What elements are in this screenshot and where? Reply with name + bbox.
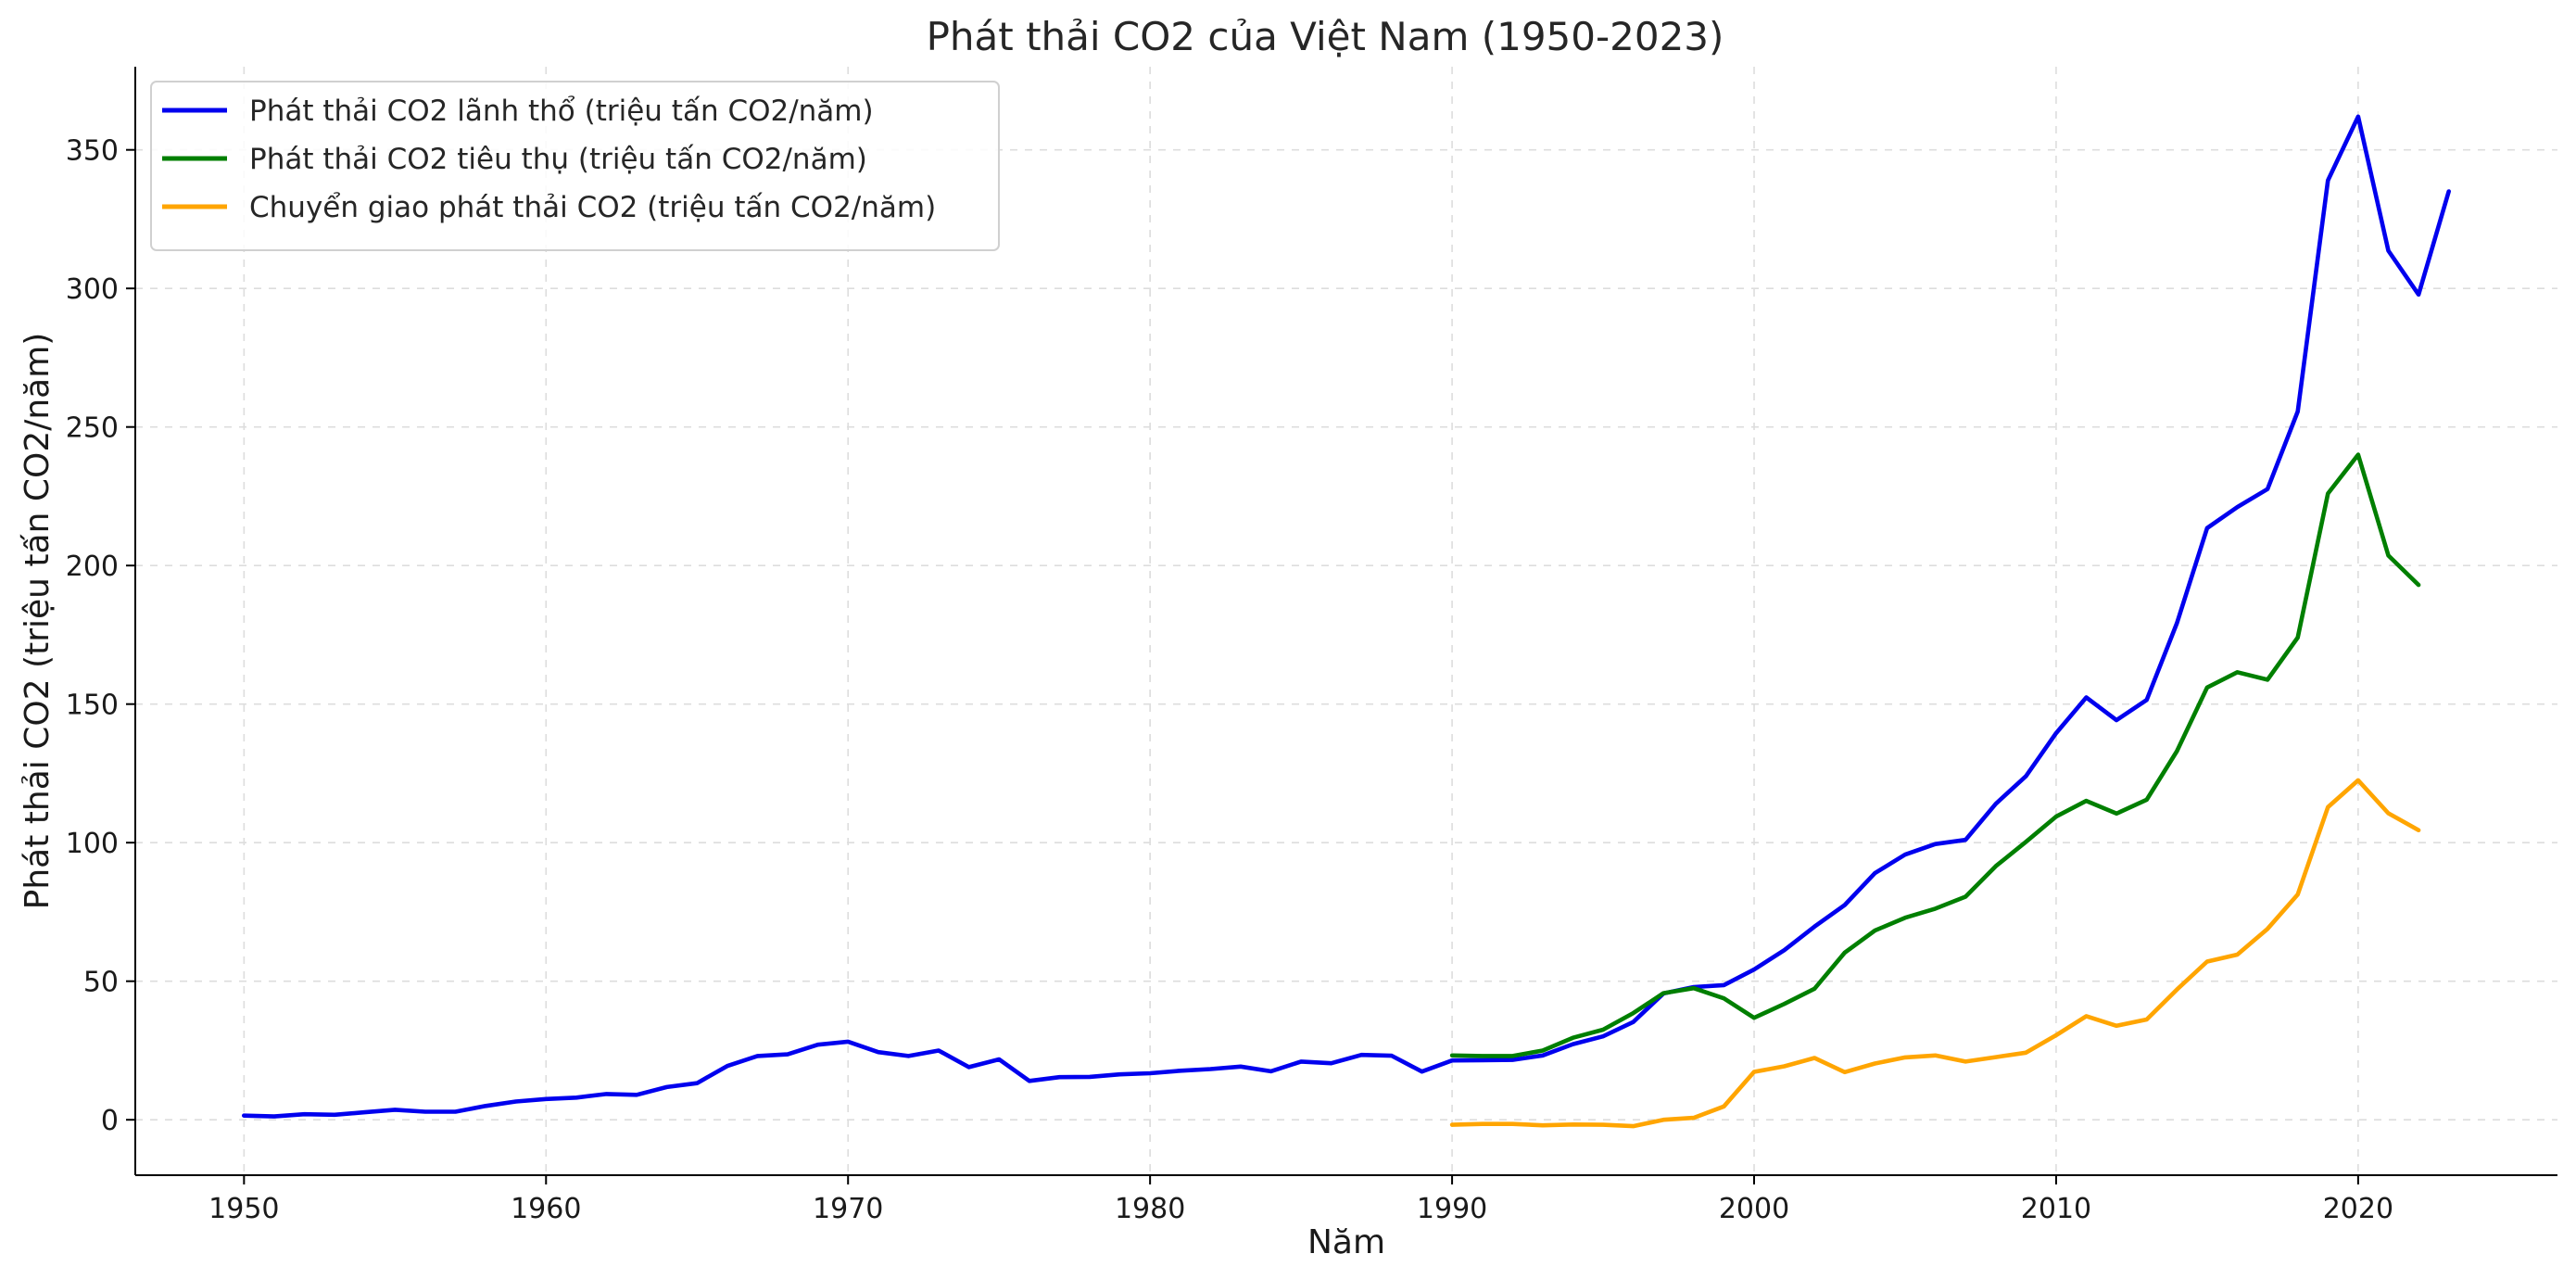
x-axis-label: Năm: [1307, 1223, 1385, 1261]
y-tick-label: 300: [66, 273, 119, 306]
y-tick-label: 350: [66, 135, 119, 168]
series-line-2: [1449, 452, 2421, 1058]
x-tick-label: 2000: [1719, 1193, 1789, 1225]
y-tick-label: 200: [66, 551, 119, 583]
y-tick-label: 100: [66, 828, 119, 860]
x-tick-label: 1990: [1417, 1193, 1487, 1225]
x-tick-label: 2020: [2323, 1193, 2393, 1225]
legend-box: [150, 81, 1000, 251]
y-ticks: 0 50 100 150 200 250 300 350: [66, 135, 135, 1137]
y-tick-label: 0: [101, 1105, 119, 1137]
series-lines: [241, 114, 2451, 1129]
x-ticks: 1950 1960 1970 1980 1990 2000 2010 2020: [208, 1175, 2393, 1225]
y-tick-label: 50: [83, 967, 119, 999]
legend: Phát thải CO2 lãnh thổ (triệu tấn CO2/nă…: [150, 81, 1000, 251]
legend-label-2: Phát thải CO2 tiêu thụ (triệu tấn CO2/nă…: [249, 143, 867, 176]
series-line-3: [1449, 778, 2421, 1129]
legend-label-3: Chuyển giao phát thải CO2 (triệu tấn CO2…: [249, 191, 936, 224]
x-tick-label: 1980: [1115, 1193, 1185, 1225]
axes: [134, 67, 2557, 1176]
series-line-1: [241, 114, 2451, 1119]
x-tick-label: 1960: [511, 1193, 581, 1225]
x-tick-label: 1950: [208, 1193, 279, 1225]
y-axis-label: Phát thải CO2 (triệu tấn CO2/năm): [19, 333, 57, 910]
chart-title: Phát thải CO2 của Việt Nam (1950-2023): [927, 14, 1724, 59]
x-tick-label: 1970: [813, 1193, 883, 1225]
x-tick-label: 2010: [2021, 1193, 2091, 1225]
legend-label-1: Phát thải CO2 lãnh thổ (triệu tấn CO2/nă…: [249, 95, 874, 128]
y-tick-label: 150: [66, 690, 119, 722]
y-tick-label: 250: [66, 412, 119, 445]
